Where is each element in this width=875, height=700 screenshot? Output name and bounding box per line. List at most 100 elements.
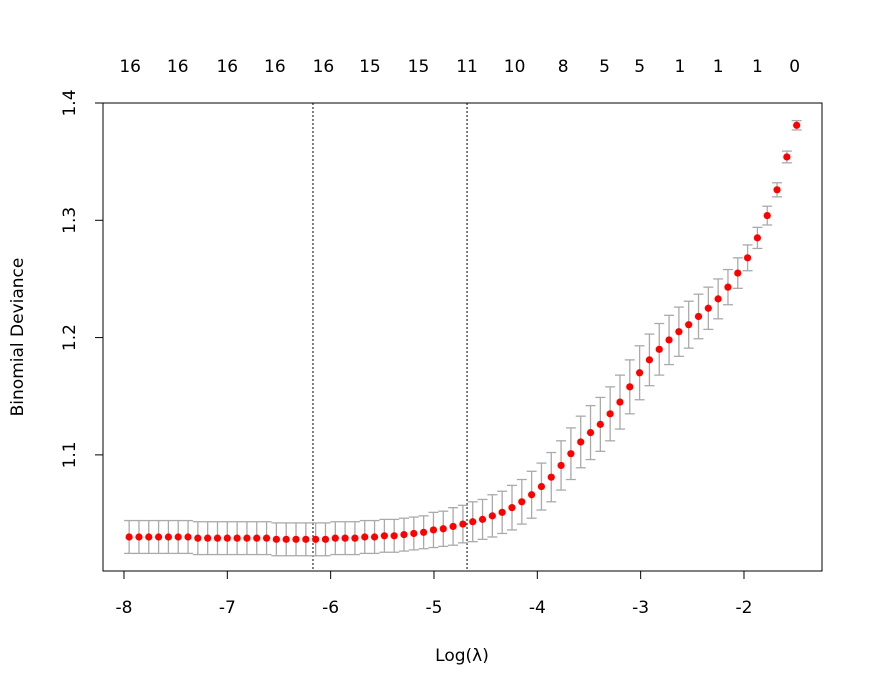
point [400,531,408,539]
point [204,534,212,542]
point [714,295,722,303]
point [675,328,683,336]
top-axis-label: 0 [789,57,800,77]
top-axis-label: 16 [313,57,335,77]
point [429,526,438,534]
point [616,398,624,406]
point [184,533,192,541]
point [773,186,781,194]
point [331,534,339,542]
point [586,428,595,437]
y-tick-label: 1.3 [60,207,80,234]
top-axis-label: 8 [558,57,569,77]
point [351,534,359,542]
point [606,410,614,418]
y-tick-label: 1.2 [60,324,80,351]
top-axis-label: 10 [504,57,526,77]
point [459,520,467,528]
point [321,535,330,543]
point [253,534,261,542]
top-axis-label: 5 [634,57,645,77]
point [125,533,133,541]
point [341,534,349,542]
x-tick-label: -2 [736,598,753,618]
point [508,504,516,512]
point [233,534,241,542]
point [272,535,280,543]
point [292,535,300,543]
point [478,515,487,523]
x-tick-label: -7 [219,598,236,618]
point [626,383,634,391]
y-tick-label: 1.1 [60,441,80,468]
top-axis-label: 15 [408,57,430,77]
point [518,498,526,506]
point [537,482,546,491]
top-axis-label: 16 [119,57,141,77]
point [145,533,153,541]
point [439,525,447,533]
x-tick-label: -8 [116,598,133,618]
point [665,336,673,344]
point [420,528,428,536]
y-axis-title: Binomial Deviance [8,258,28,417]
point [655,345,663,353]
top-axis-label: 11 [456,57,478,77]
point [361,533,369,541]
point [528,491,536,499]
point [636,369,644,377]
point [753,234,762,242]
plot-box [102,102,823,572]
top-axis-label: 1 [713,57,724,77]
point [312,535,320,543]
point [734,269,742,277]
point [724,283,732,291]
point [694,312,703,321]
point [596,420,604,428]
x-tick-label: -4 [529,598,546,618]
point [135,533,143,541]
top-axis-label: 5 [599,57,610,77]
point [154,533,163,541]
point [469,518,477,526]
point [449,522,457,531]
x-tick-label: -3 [632,598,649,618]
point [557,461,565,470]
point [498,508,506,516]
point [370,533,379,541]
point [282,535,290,543]
point [164,533,173,541]
point [685,321,693,329]
point [302,535,310,543]
point [763,212,771,220]
top-axis-label: 1 [752,57,763,77]
point [567,450,575,458]
top-axis-label: 16 [264,57,286,77]
point [194,534,202,542]
x-axis-title: Log(λ) [435,646,489,666]
point [410,529,418,538]
top-axis-label: 1 [675,57,686,77]
point [577,438,585,446]
top-axis-label: 15 [359,57,381,77]
x-tick-label: -5 [426,598,443,618]
x-tick-label: -6 [322,598,339,618]
point [213,534,222,542]
point [547,473,555,481]
top-axis-label: 16 [216,57,238,77]
point [704,304,712,312]
point [390,532,398,540]
point [793,121,801,129]
y-tick-label: 1.4 [60,89,80,116]
point [243,534,251,542]
point [783,153,791,161]
point [262,534,271,542]
point [488,512,496,520]
point [380,532,388,540]
top-axis-label: 16 [167,57,189,77]
point [223,534,231,542]
point [743,254,752,262]
point [645,356,654,364]
point [174,533,182,541]
